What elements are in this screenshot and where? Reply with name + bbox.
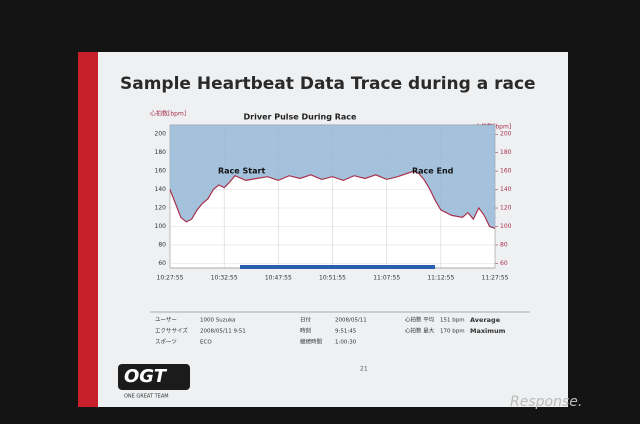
y2-tick-label: 60 <box>500 260 508 267</box>
watermark: Response. <box>510 394 582 410</box>
table-cell: 時刻 <box>300 327 312 335</box>
y-tick-label: 60 <box>158 260 166 267</box>
table-cell: 170 bpm <box>440 329 465 335</box>
x-tick-label: 10:51:55 <box>319 275 346 282</box>
x-tick-label: 11:07:55 <box>373 275 400 282</box>
y2-tick-label: 100 <box>500 223 512 230</box>
y2-tick-label: 200 <box>500 131 512 138</box>
table-cell: 9:51:45 <box>335 329 357 335</box>
x-tick-label: 10:32:55 <box>211 275 238 282</box>
table-cell: Average <box>470 316 501 324</box>
line <box>169 170 496 229</box>
slide-title: Sample Heartbeat Data Trace during a rac… <box>120 74 536 94</box>
logo-tagline: ONE GREAT TEAM <box>124 394 169 400</box>
logo-badge <box>118 364 190 390</box>
table-cell: 心拍数 最大 <box>405 327 435 335</box>
chart-title: Driver Pulse During Race <box>244 113 358 122</box>
y2-tick-label: 140 <box>500 186 512 193</box>
table-cell: 2008/05/11 <box>335 318 367 324</box>
y2-tick-label: 120 <box>500 205 512 212</box>
table-cell: 1:00:30 <box>335 340 357 346</box>
y-tick-label: 140 <box>155 186 167 193</box>
logo-text: OGT <box>124 366 168 387</box>
y2-tick-label: 80 <box>500 241 508 248</box>
table-cell: エクササイズ <box>155 327 188 335</box>
table-cell: 日付 <box>300 316 312 324</box>
table-cell: 1000 Suzuka <box>200 318 236 324</box>
info-table: ユーザー 1000 Suzuka 日付 2008/05/11 心拍数 平均 151 bpm… <box>155 316 506 346</box>
y-axis-label: 心拍数[bpm] <box>150 110 186 118</box>
table-cell: 151 bpm <box>440 318 465 324</box>
page-number: 21 <box>360 366 368 373</box>
x-tick-label: 11:12:55 <box>427 275 454 282</box>
logo: OGT ONE GREAT TEAM <box>118 364 190 400</box>
table-cell: スポーツ <box>155 339 177 346</box>
table-cell: ユーザー <box>155 317 177 324</box>
y2-tick-label: 160 <box>500 168 512 175</box>
x-tick-label: 10:27:55 <box>157 275 184 282</box>
y-tick-label: 80 <box>158 241 166 248</box>
y2-tick-label: 180 <box>500 149 512 156</box>
table-cell: 心拍数 平均 <box>405 316 435 324</box>
plot: 60 80 100 120 140 160 180 200 60 80 100 120 140 160 18… <box>155 124 512 282</box>
y-tick-label: 120 <box>155 205 167 212</box>
x-tick-label: 11:27:55 <box>482 275 509 282</box>
y-tick-label: 200 <box>155 131 167 138</box>
slide-accent <box>78 52 98 407</box>
table-cell: 2008/05/11 9:51 <box>200 329 246 335</box>
annotation: Race Start <box>218 167 265 176</box>
race-bar <box>240 265 435 269</box>
table-cell: Maximum <box>470 327 506 335</box>
y-tick-label: 180 <box>155 149 167 156</box>
annotation: Race End <box>412 167 454 176</box>
y-tick-label: 160 <box>155 168 167 175</box>
y-tick-label: 100 <box>155 223 167 230</box>
table-cell: ECO <box>200 340 212 346</box>
x-tick-label: 10:47:55 <box>265 275 292 282</box>
table-cell: 継続時間 <box>300 338 323 346</box>
